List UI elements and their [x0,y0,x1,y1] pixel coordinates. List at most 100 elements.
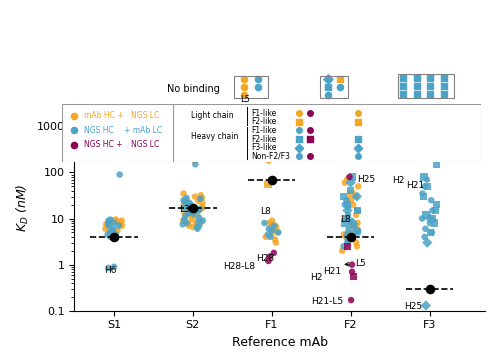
Point [341,180,349,186]
Point [420,234,428,240]
Point [197,219,205,225]
Point [353,207,361,213]
Point [264,232,272,237]
Point [432,161,440,167]
Point [106,229,114,235]
Point [189,205,197,211]
Point [104,232,112,237]
Point [342,215,350,221]
Point [118,223,126,229]
Point [184,210,192,216]
Point [420,194,428,199]
Point [352,194,360,199]
Point [198,200,206,206]
Point [428,229,436,235]
Point [105,223,113,229]
Point [350,223,358,229]
Point [346,180,354,186]
Point [180,115,188,121]
Point [272,223,280,229]
Point [108,229,116,235]
Point [190,120,198,126]
Point [422,302,430,308]
Point [110,234,118,240]
Point [428,215,436,221]
Point [112,217,120,222]
Point [269,228,277,233]
Point [104,224,112,230]
Point [268,177,276,182]
Point [108,219,116,225]
Point [418,190,426,196]
Point [262,123,270,129]
Text: H28: H28 [256,254,274,263]
Point [350,274,358,280]
Point [268,232,276,237]
Point [270,223,278,229]
Point [272,224,280,230]
Point [194,198,202,204]
Text: H6: H6 [104,266,117,275]
Point [196,223,203,229]
Point [353,244,361,249]
Point [192,161,200,167]
Text: H21-L5: H21-L5 [312,297,344,305]
Point [348,262,356,268]
Point [426,286,434,292]
Point [266,254,274,260]
Point [265,123,273,129]
Point [432,207,440,213]
Point [198,204,206,210]
Point [422,226,430,232]
Point [112,218,120,223]
Point [182,195,190,201]
Point [181,199,189,205]
Text: H28-L8: H28-L8 [223,262,255,271]
Point [186,202,194,207]
Point [354,220,362,226]
Point [104,223,112,229]
Point [424,240,432,246]
Point [180,202,188,207]
Point [347,190,355,196]
Point [348,174,356,180]
Point [118,218,126,223]
Point [353,194,361,199]
Point [106,217,114,222]
Point [180,217,188,222]
Point [344,229,351,235]
Point [344,207,351,213]
Point [178,221,186,227]
Point [266,234,274,240]
Point [354,228,362,233]
Point [180,197,188,203]
Point [198,205,206,211]
Point [272,240,280,246]
Point [340,244,347,249]
Point [109,226,117,232]
Text: H2: H2 [310,273,322,282]
Point [426,229,434,235]
Point [347,297,355,303]
Y-axis label: $K_D$ (nM): $K_D$ (nM) [15,183,31,232]
Point [352,240,360,246]
Point [180,190,188,196]
Point [274,229,282,235]
Point [268,221,276,227]
Point [346,174,354,180]
Point [184,204,192,210]
Point [104,265,112,271]
Point [423,183,431,189]
Point [185,200,193,206]
Point [196,196,204,202]
Point [190,206,198,212]
Point [344,237,351,242]
Point [420,174,428,180]
Point [348,223,356,229]
X-axis label: Reference mAb: Reference mAb [232,336,328,349]
Point [116,220,124,226]
Text: L5: L5 [345,259,366,268]
Point [430,220,438,226]
Point [192,221,200,227]
Point [102,221,110,227]
